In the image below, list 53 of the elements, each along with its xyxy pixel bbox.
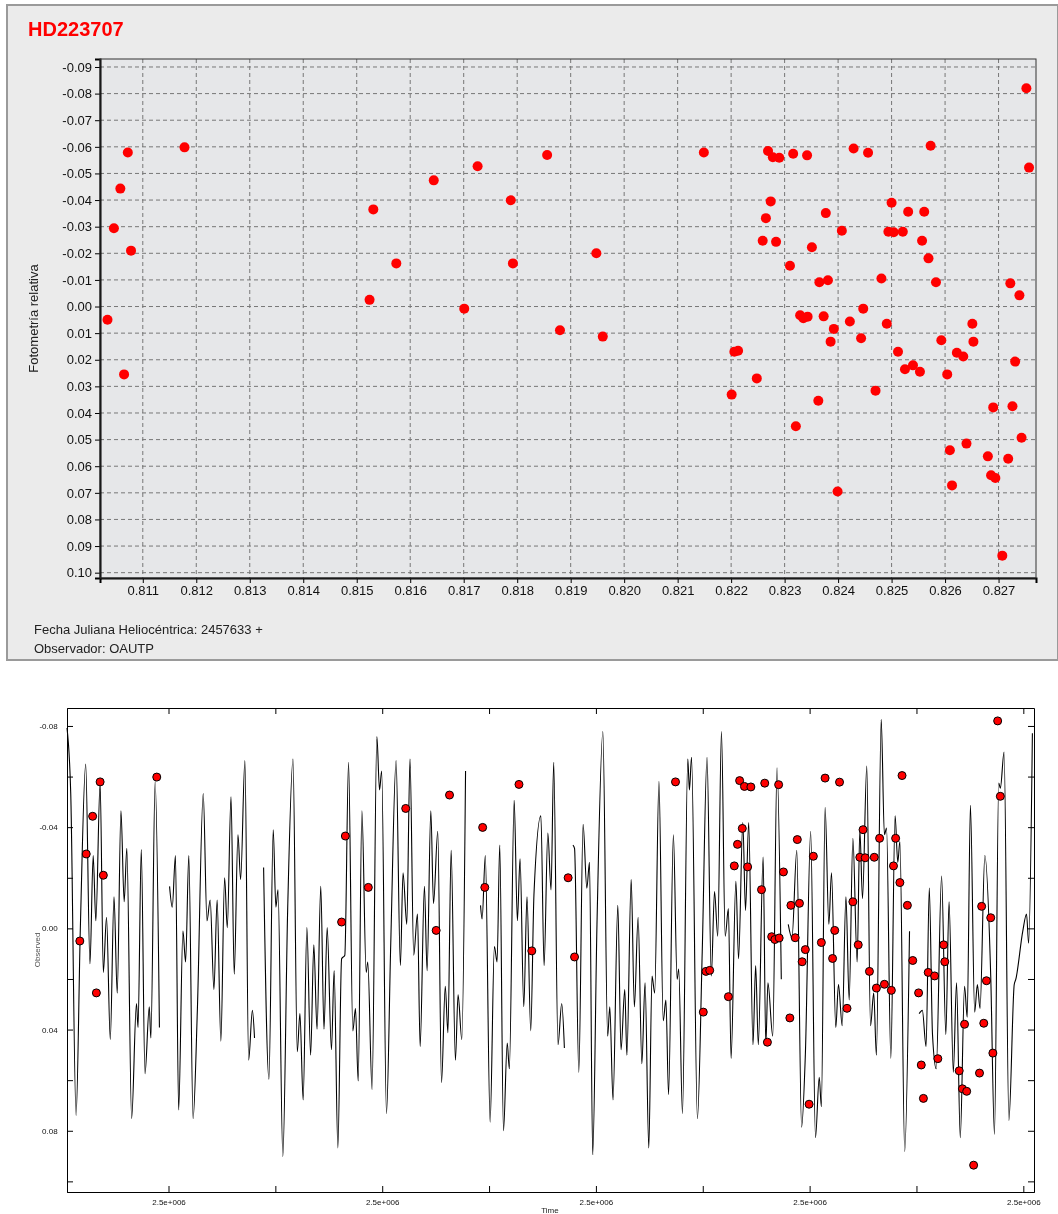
y-tick-label: 0.01 xyxy=(66,325,92,341)
x-tick-label: 0.820 xyxy=(608,583,641,599)
y-tick-label: 0.04 xyxy=(66,405,92,421)
y-tick-label: 0.09 xyxy=(66,538,92,554)
y-tick-label: 0.04 xyxy=(42,1025,59,1035)
text: Observador: OAUTP xyxy=(34,641,154,656)
x-tick-label: 0.827 xyxy=(982,583,1016,599)
x-tick-label: 0.811 xyxy=(127,583,160,599)
x-tick-label: 2.5e+006 xyxy=(1007,1197,1042,1207)
y-tick-label: -0.08 xyxy=(62,86,92,102)
y-tick-label: -0.07 xyxy=(62,112,92,128)
y-tick-label: 0.07 xyxy=(66,485,92,501)
y-tick-label: -0.03 xyxy=(62,219,92,235)
x-tick-label: 2.5e+006 xyxy=(793,1197,828,1207)
x-axis-title: Fecha Juliana Heliocéntrica: 2457633 + xyxy=(34,622,263,637)
y-tick-label: 0.02 xyxy=(66,352,92,368)
x-tick-label: 0.812 xyxy=(180,583,214,599)
x-tick-label: 2.5e+006 xyxy=(579,1197,614,1207)
y-tick-label: -0.09 xyxy=(62,59,92,75)
y-tick-label: -0.01 xyxy=(62,272,92,288)
chart-title: HD223707 xyxy=(28,18,124,40)
x-tick-label: 0.818 xyxy=(501,583,534,599)
x-tick-label: 2.5e+006 xyxy=(365,1197,401,1207)
x-tick-label: 0.816 xyxy=(394,583,427,599)
y-axis-title: Observed xyxy=(33,932,42,968)
x-tick-label: 0.826 xyxy=(929,583,962,599)
y-tick-label: 0.08 xyxy=(66,512,92,528)
x-tick-label: 0.821 xyxy=(661,583,695,599)
y-tick-label: -0.06 xyxy=(62,139,92,155)
y-tick-label: -0.04 xyxy=(62,192,92,208)
y-tick-label: 0.06 xyxy=(66,458,92,474)
x-tick-label: 0.815 xyxy=(340,583,374,599)
y-tick-label: 0.00 xyxy=(42,924,59,934)
y-tick-label: 0.00 xyxy=(66,299,92,315)
y-tick-label: 0.08 xyxy=(42,1126,59,1136)
x-tick-label: 0.825 xyxy=(875,583,909,599)
x-tick-label: 0.819 xyxy=(554,583,588,599)
y-tick-label: -0.08 xyxy=(39,722,59,732)
y-tick-label: 0.10 xyxy=(66,565,92,581)
x-tick-label: 0.817 xyxy=(447,583,481,599)
y-tick-label: -0.05 xyxy=(62,166,92,182)
y-axis-title: Fotometría relativa xyxy=(26,263,41,373)
x-tick-label: 0.823 xyxy=(768,583,802,599)
x-tick-label: 0.813 xyxy=(233,583,267,599)
x-tick-label: 0.822 xyxy=(715,583,748,599)
x-tick-label: 2.5e+006 xyxy=(152,1197,187,1207)
y-tick-label: 0.03 xyxy=(66,379,92,395)
y-tick-label: -0.02 xyxy=(62,245,92,261)
x-axis-title: Time xyxy=(541,1206,560,1214)
y-tick-label: -0.04 xyxy=(39,823,59,833)
y-tick-label: 0.05 xyxy=(66,432,92,448)
x-tick-label: 0.824 xyxy=(822,583,855,599)
x-tick-label: 0.814 xyxy=(287,583,321,599)
